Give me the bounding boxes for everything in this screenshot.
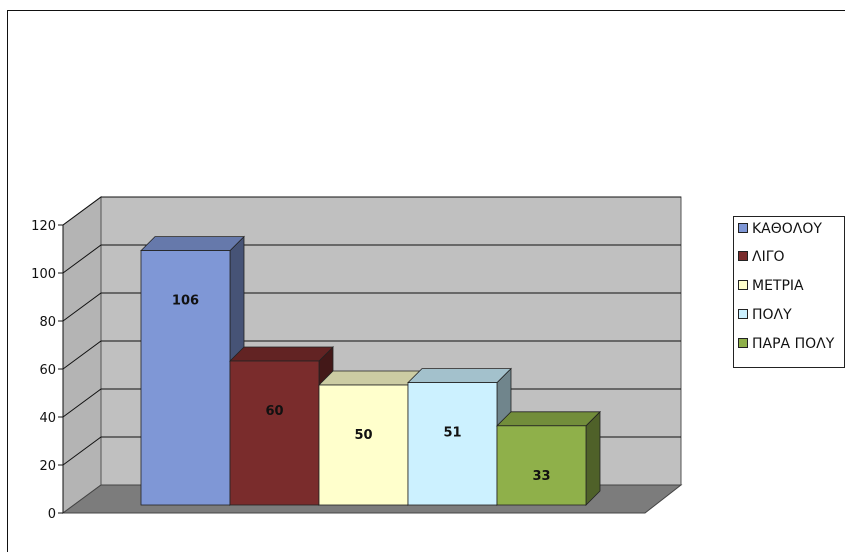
bar-top xyxy=(140,236,245,252)
y-tick-label: 60 xyxy=(39,363,56,378)
gridline xyxy=(62,292,681,322)
chart-frame xyxy=(7,10,845,552)
y-tick-label: 100 xyxy=(31,267,56,282)
y-axis: 0 20 40 60 80 100 120 xyxy=(31,219,64,522)
gridline xyxy=(62,196,681,226)
legend-item: ΠΑΡΑ ΠΟΛΥ xyxy=(738,335,834,353)
bar-top xyxy=(229,346,334,362)
legend: ΚΑΘΟΛΟΥ ΛΙΓΟ ΜΕΤΡΙΑ ΠΟΛΥ ΠΑΡΑ ΠΟΛΥ xyxy=(733,216,845,368)
bar xyxy=(496,425,587,506)
bar xyxy=(407,382,498,506)
legend-label: ΜΕΤΡΙΑ xyxy=(752,278,804,294)
legend-label: ΠΟΛΥ xyxy=(752,307,792,323)
data-label: 60 xyxy=(265,404,283,419)
legend-swatch xyxy=(738,280,748,290)
legend-label: ΠΑΡΑ ΠΟΛΥ xyxy=(752,336,835,352)
y-tick-label: 40 xyxy=(39,411,56,426)
legend-item: ΚΑΘΟΛΟΥ xyxy=(738,220,822,238)
legend-swatch xyxy=(738,251,748,261)
bar-top xyxy=(407,368,512,384)
bar xyxy=(318,384,409,506)
bar xyxy=(229,360,320,506)
data-label: 106 xyxy=(172,294,199,309)
data-labels: 106 60 50 51 33 xyxy=(172,294,551,484)
legend-item: ΠΟΛΥ xyxy=(738,306,792,324)
legend-item: ΜΕΤΡΙΑ xyxy=(738,277,804,295)
y-tick-label: 80 xyxy=(39,315,56,330)
bar-side xyxy=(585,410,601,506)
bars xyxy=(140,235,601,506)
bar-top xyxy=(318,370,423,386)
legend-item: ΛΙΓΟ xyxy=(738,248,785,266)
y-tick-label: 0 xyxy=(48,507,56,522)
gridline xyxy=(62,340,681,370)
data-label: 51 xyxy=(443,426,461,441)
legend-swatch xyxy=(738,309,748,319)
gridline xyxy=(62,244,681,274)
data-label: 50 xyxy=(354,428,372,443)
bar-top xyxy=(496,411,601,427)
y-tick-label: 120 xyxy=(31,219,56,234)
gridlines xyxy=(62,196,681,466)
legend-label: ΛΙΓΟ xyxy=(752,249,785,265)
data-label: 33 xyxy=(532,469,550,484)
legend-swatch xyxy=(738,338,748,348)
legend-swatch xyxy=(738,223,748,233)
y-tick-label: 20 xyxy=(39,459,56,474)
bar xyxy=(140,250,231,506)
legend-label: ΚΑΘΟΛΟΥ xyxy=(752,221,822,237)
